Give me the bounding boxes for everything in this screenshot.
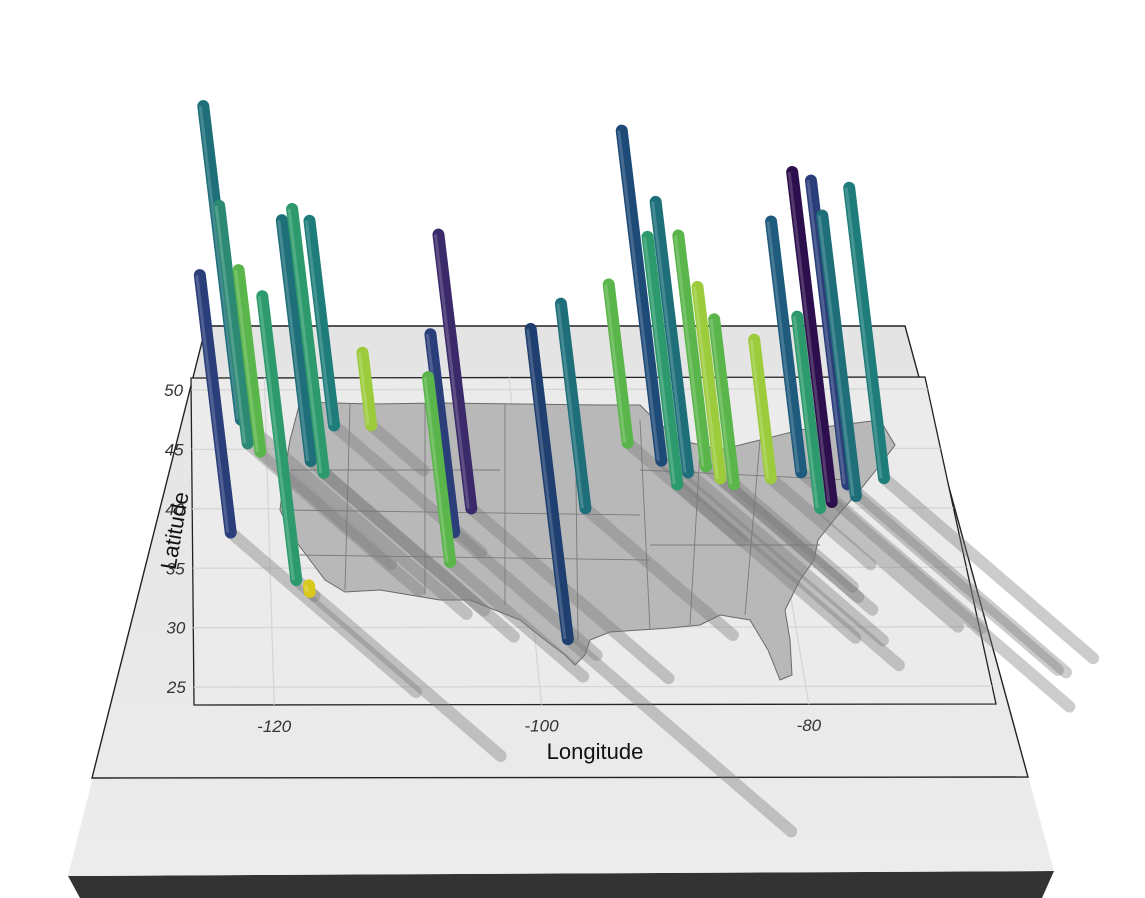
y-tick-label: 25: [166, 678, 186, 697]
bar-highlight: [214, 205, 247, 444]
bar-shadow: [579, 502, 739, 642]
bar-highlight: [234, 269, 259, 452]
bar-shadow: [849, 490, 1064, 676]
y-tick-label: 35: [166, 559, 185, 578]
data-bar: [424, 328, 461, 539]
bar-highlight: [526, 328, 567, 640]
bar-highlight: [423, 376, 449, 563]
bar-highlight: [651, 201, 687, 473]
data-bar: [554, 297, 592, 515]
bar-highlight: [277, 219, 310, 462]
data-bar: [213, 199, 254, 450]
data-bar: [432, 228, 478, 515]
base-slab-side: [68, 871, 1054, 898]
bar-shadow: [224, 526, 423, 699]
bar-highlight: [358, 352, 370, 426]
bar-highlight: [673, 235, 705, 467]
bar-highlight: [304, 220, 333, 426]
data-bar: [691, 280, 727, 485]
bar-shadow: [241, 437, 425, 597]
bar-shadow: [465, 502, 675, 685]
data-bar: [708, 313, 740, 491]
data-bar: [649, 195, 695, 479]
y-tick-label: 30: [166, 619, 185, 638]
bar-highlight: [198, 105, 240, 420]
data-bar: [641, 230, 684, 491]
data-bar: [232, 264, 267, 458]
bar-highlight: [692, 286, 719, 479]
bar-highlight: [257, 296, 295, 581]
bar-shadow: [561, 633, 798, 838]
bar-shadow: [671, 478, 862, 644]
data-bar: [356, 346, 378, 432]
data-bar: [816, 209, 862, 503]
bar-shadow: [365, 419, 430, 477]
bar-highlight: [195, 274, 230, 533]
data-bar: [524, 322, 574, 646]
bar-shadow: [764, 472, 877, 571]
bar-shadow: [825, 496, 1076, 713]
data-bar: [286, 202, 330, 479]
bar-shadow: [304, 455, 491, 617]
y-tick-label: 40: [165, 500, 184, 519]
bar-shadow: [727, 478, 859, 593]
bar-highlight: [787, 171, 831, 503]
bar-shadow: [290, 574, 507, 762]
bar-highlight: [604, 284, 627, 443]
x-axis-title: Longitude: [547, 739, 644, 764]
bar-shadow: [682, 466, 889, 647]
bar-highlight: [792, 316, 819, 509]
x-tick-label: -120: [257, 717, 292, 736]
data-bar: [748, 333, 777, 485]
data-bar: [256, 290, 303, 587]
bar-highlight: [287, 208, 323, 474]
bar-shadow: [841, 478, 1072, 679]
bar-shadow: [655, 454, 905, 672]
x-tick-label: -80: [797, 716, 822, 735]
data-bar: [602, 278, 634, 449]
data-bar: [672, 229, 713, 473]
x-tick-label: -100: [525, 717, 560, 736]
data-bar: [786, 166, 838, 509]
bar-highlight: [709, 319, 733, 485]
bar-highlight: [433, 234, 470, 509]
bar-highlight: [806, 180, 846, 485]
bar-highlight: [643, 236, 676, 485]
data-bar: [615, 124, 668, 467]
data-bar: [302, 579, 316, 598]
bars: [193, 100, 891, 646]
data-bar: [843, 181, 891, 485]
data-bar: [193, 269, 237, 539]
bar-highlight: [766, 221, 800, 473]
data-bar: [765, 215, 808, 479]
data-bar: [804, 174, 854, 491]
data-bar: [303, 214, 341, 432]
bar-shadow: [714, 472, 865, 604]
axis-ticks: -120 -100 -80 25 30 35 40 45 50: [164, 381, 822, 736]
bar-shadow: [878, 472, 1100, 665]
bar-shadow: [621, 436, 748, 548]
bar-shadow: [700, 460, 879, 616]
bar-highlight: [304, 585, 309, 593]
grid-line-x: [263, 377, 275, 705]
bar-highlight: [556, 303, 584, 509]
grid-line-y: [193, 685, 993, 688]
data-bar: [421, 371, 457, 568]
bar-highlight: [617, 130, 660, 461]
bar-shadow: [444, 555, 590, 683]
bar-highlight: [844, 187, 883, 479]
data-bar: [791, 310, 827, 514]
bar-shadow: [814, 501, 964, 633]
y-tick-label: 50: [164, 381, 183, 400]
y-tick-label: 45: [165, 440, 184, 459]
bar-highlight: [749, 339, 770, 479]
bar-shadow: [317, 466, 520, 643]
data-bar: [275, 214, 317, 468]
bar-highlight: [817, 215, 855, 497]
